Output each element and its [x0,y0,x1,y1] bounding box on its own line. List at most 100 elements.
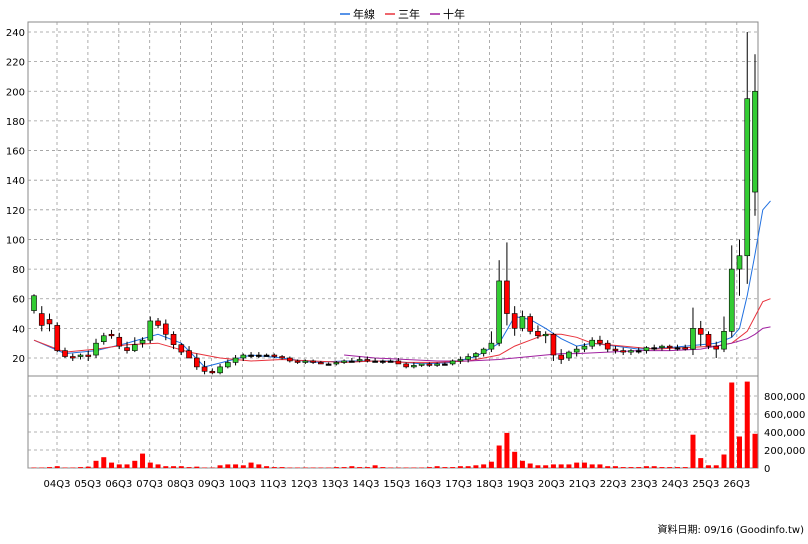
volume-tick-label: 600,000 [764,410,805,421]
x-tick-label: 05Q3 [74,479,101,490]
volume-bar [497,446,502,469]
candle-body [690,328,695,349]
volume-bar [101,457,106,468]
volume-bar [512,452,517,468]
volume-bar [450,467,455,468]
volume-bar [605,466,610,468]
volume-bar [466,466,471,468]
volume-bar [675,467,680,468]
volume-bar [365,467,370,468]
candle-body [311,361,316,363]
volume-bar [721,455,726,469]
volume-bar [683,467,688,468]
volume-bar [140,454,145,468]
candle-body [70,357,75,359]
candle-body [566,352,571,358]
volume-bars [32,382,758,468]
candle-body [171,334,176,344]
candle-body [233,358,238,362]
x-tick-label: 04Q3 [44,479,71,490]
candle-body [706,334,711,346]
x-tick-label: 09Q3 [198,479,225,490]
volume-bar [613,466,618,468]
candle-body [411,365,416,367]
candle-body [32,296,37,311]
volume-bar [357,467,362,468]
candle-body [210,371,215,373]
volume-bar [171,466,176,468]
volume-bar [582,463,587,468]
volume-bar [753,434,758,468]
candle-body [94,343,99,355]
candle-body [435,364,440,366]
candle-body [473,354,478,357]
volume-bar [520,461,525,468]
volume-bar [187,467,192,468]
candle-body [86,355,91,357]
candle-body [667,346,672,348]
candle-body [373,361,378,363]
x-tick-label: 25Q3 [692,479,719,490]
volume-bar [94,461,99,468]
price-tick-label: 80 [12,265,25,276]
candle-body [683,348,688,350]
candle-body [605,343,610,349]
x-tick-label: 06Q3 [105,479,132,490]
candle-body [559,355,564,359]
candle-body [63,351,68,357]
volume-bar [148,463,153,468]
volume-bar [628,467,633,468]
x-tick-label: 11Q3 [260,479,287,490]
candle-body [388,361,393,363]
x-tick-label: 19Q3 [507,479,534,490]
candle-body [156,321,161,325]
x-tick-label: 16Q3 [414,479,441,490]
volume-bar [427,467,432,468]
candle-body [497,281,502,343]
candle-body [714,346,719,349]
volume-bar [55,466,60,468]
volume-bar [481,464,486,468]
candle-body [55,325,60,350]
candle-body [202,367,207,371]
footer-source: 資料日期: 09/16 (Goodinfo.tw) [657,523,804,536]
candle-body [264,355,269,357]
x-tick-label: 22Q3 [600,479,627,490]
volume-bar [256,464,261,468]
volume-bar [435,466,440,468]
candle-body [528,317,533,332]
volume-bar [535,465,540,468]
candle-body [272,355,277,357]
volume-bar [163,466,168,468]
volume-bar [349,466,354,468]
candle-body [334,362,339,364]
candle-body [698,328,703,334]
price-tick-label: 20 [12,354,25,365]
candle-body [737,256,742,269]
volume-tick-label: 0 [764,464,770,475]
candle-body [520,317,525,329]
x-tick-label: 07Q3 [136,479,163,490]
candle-body [628,351,633,353]
price-tick-label: 240 [6,28,25,39]
candle-body [450,361,455,364]
candle-body [109,334,114,336]
volume-bar [574,463,579,468]
candle-body [132,345,137,351]
volume-bar [132,461,137,468]
candle-body [295,361,300,363]
candle-body [652,348,657,350]
candle-body [256,355,261,357]
legend: 年線三年十年 [340,7,465,21]
volume-bar [690,435,695,468]
candle-body [675,348,680,350]
candle-body [349,361,354,363]
volume-bar [47,467,52,468]
candle-body [721,331,726,349]
legend-label: 年線 [353,7,375,21]
candle-body [78,355,83,357]
candle-body [280,357,285,359]
volume-bar [566,464,571,468]
candle-body [458,359,463,361]
volume-bar [373,465,378,468]
